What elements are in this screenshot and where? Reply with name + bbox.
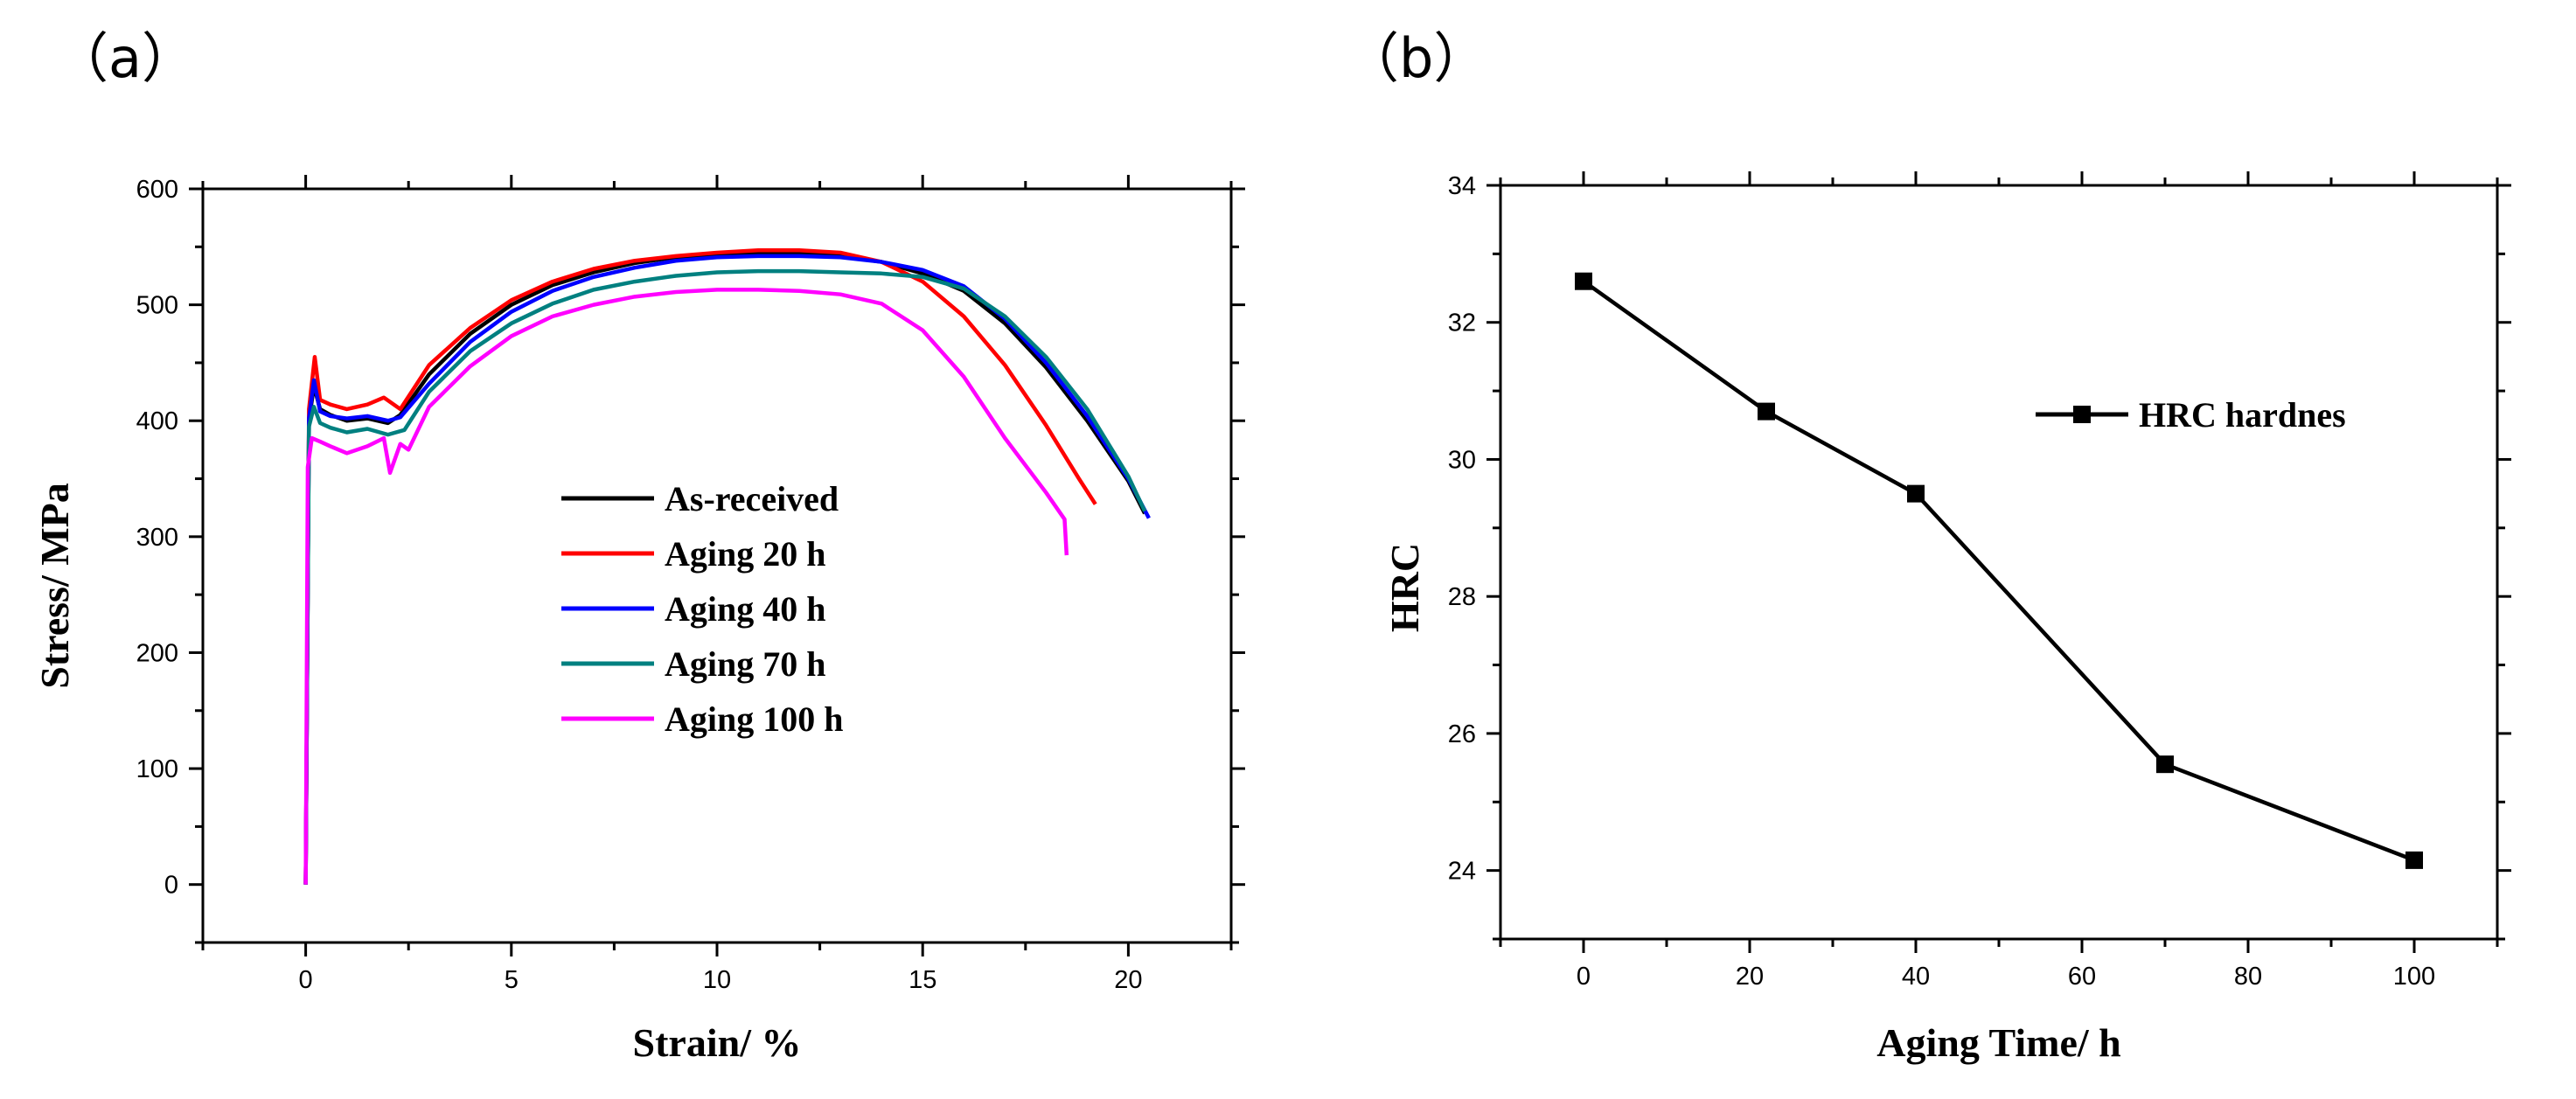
- panel-b-label: （b）: [1345, 26, 1487, 90]
- x-tick-label: 20: [1736, 963, 1764, 991]
- y-axis-title-a: Stress/ MPa: [32, 483, 77, 689]
- x-axis-title-a: Strain/ %: [633, 1020, 802, 1065]
- y-axis-title-b: HRC: [1382, 543, 1427, 632]
- hrc-hardness-chart: 0 20 40 60 80 100 24 26 28 30 32 34 Aging Time/ h H…: [1382, 171, 2511, 1065]
- x-tick-label: 5: [505, 966, 519, 994]
- x-axis-title-b: Aging Time/ h: [1876, 1020, 2120, 1065]
- legend-marker: [2073, 406, 2091, 423]
- y-tick-label: 32: [1448, 310, 1476, 337]
- legend-item-aging-70-h: Aging 70 h: [561, 644, 826, 684]
- y-tick-label: 26: [1448, 720, 1476, 748]
- x-tick-label: 60: [2068, 963, 2096, 991]
- series-line-aging-100-h: [303, 288, 1069, 885]
- x-tick-label: 100: [2393, 963, 2435, 991]
- series-line-hrc-hardnes: [1582, 279, 2415, 862]
- series-line-aging-70-h: [303, 268, 1147, 885]
- plot-frame-b: [1499, 184, 2499, 941]
- panel-a-label: （a）: [54, 26, 196, 90]
- y-tick-label: 600: [136, 176, 178, 204]
- data-point-marker: [2156, 755, 2174, 774]
- legend-label: Aging 20 h: [665, 534, 826, 574]
- x-tick-label: 0: [299, 966, 313, 994]
- data-point-marker: [1907, 484, 1925, 503]
- data-point-marker: [1758, 402, 1775, 421]
- y-tick-label: 28: [1448, 583, 1476, 611]
- x-tick-label: 80: [2234, 963, 2262, 991]
- legend-label: Aging 100 h: [665, 699, 844, 739]
- legend-item-aging-40-h: Aging 40 h: [561, 589, 826, 629]
- y-tick-label: 400: [136, 407, 178, 435]
- legend-label: HRC hardnes: [2139, 395, 2346, 435]
- x-tick-label: 40: [1902, 963, 1930, 991]
- legend-item-aging-20-h: Aging 20 h: [561, 534, 826, 574]
- y-tick-label: 500: [136, 292, 178, 320]
- data-point-marker: [1575, 272, 1592, 290]
- y-tick-label: 300: [136, 524, 178, 552]
- legend-item-as-received: As-received: [561, 479, 839, 518]
- y-tick-label: 34: [1448, 172, 1476, 200]
- y-tick-label: 24: [1448, 858, 1476, 886]
- legend-item-aging-100-h: Aging 100 h: [561, 699, 844, 739]
- legend-label: As-received: [665, 479, 839, 518]
- x-tick-label: 15: [909, 966, 936, 994]
- legend-b: HRC hardnes: [2036, 395, 2346, 435]
- legend-a: As-received Aging 20 h Aging 40 h Aging 70 …: [561, 479, 844, 739]
- legend-item-hrc-hardnes: HRC hardnes: [2036, 395, 2346, 435]
- x-tick-label: 0: [1577, 963, 1591, 991]
- y-tick-label: 0: [164, 872, 178, 900]
- legend-label: Aging 70 h: [665, 644, 826, 684]
- legend-label: Aging 40 h: [665, 589, 826, 629]
- x-tick-label: 20: [1114, 966, 1142, 994]
- series-line-aging-20-h: [303, 248, 1097, 885]
- x-tick-label: 10: [703, 966, 731, 994]
- y-tick-label: 100: [136, 755, 178, 783]
- data-point-marker: [2405, 851, 2423, 869]
- y-tick-label: 200: [136, 639, 178, 667]
- y-tick-label: 30: [1448, 446, 1476, 474]
